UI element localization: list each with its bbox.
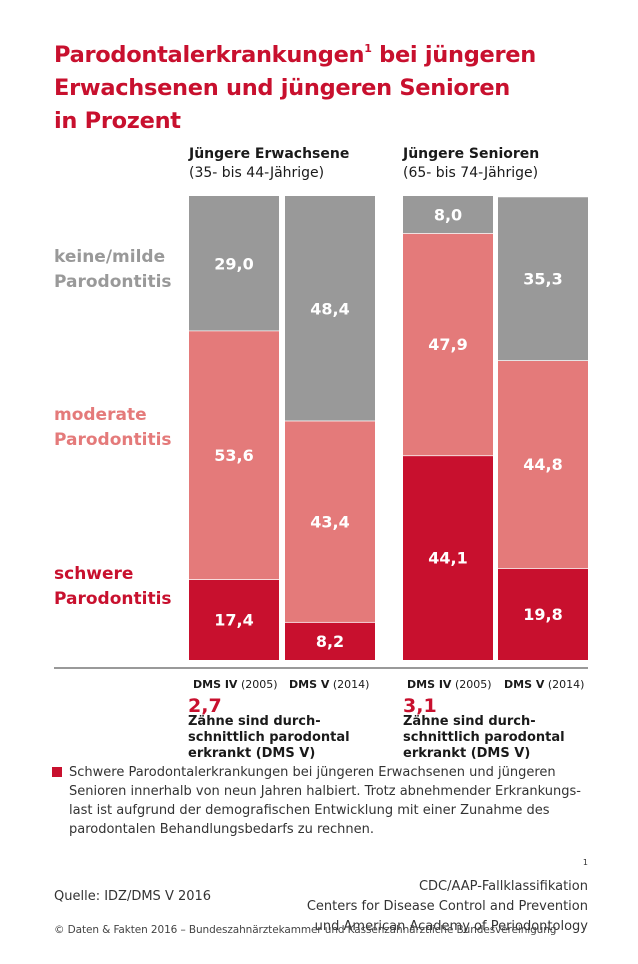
group-name: Jüngere Erwachsene: [189, 146, 350, 162]
data-label-severe-1: 17,4: [214, 611, 253, 630]
source-note: Quelle: IDZ/DMS V 2016: [54, 889, 212, 904]
annotation-younger-adults: 2,7 Zähne sind durch- schnittlich parodo…: [188, 695, 350, 762]
bar-segment-severe-2: [285, 621, 375, 660]
data-label-moderate-2: 43,4: [310, 512, 349, 531]
bar-segment-mild-2: [285, 196, 375, 421]
data-label-moderate-4: 44,8: [523, 455, 562, 474]
group-header-younger-seniors: Jüngere Senioren (65- bis 74-Jährige): [403, 145, 539, 183]
x-label-1: DMS IV (2005): [193, 678, 278, 691]
bar-segment-mild-3: [403, 196, 493, 234]
bar-segment-mild-1: [189, 196, 279, 331]
bar-segment-moderate-2: [285, 420, 375, 622]
title-line-3: in Prozent: [54, 108, 181, 134]
bar-segment-mild-4: [498, 196, 588, 361]
x-label-4: DMS V (2014): [504, 678, 585, 691]
group-subtitle: (35- bis 44-Jährige): [189, 165, 325, 181]
annotation-number: 2,7: [188, 695, 222, 717]
chart-title: Parodontalerkrankungen1 bei jüngeren Erwa…: [54, 32, 614, 138]
title-footnote-mark: 1: [364, 42, 372, 55]
summary-text: Schwere Parodontalerkrankungen bei jünge…: [52, 763, 592, 839]
group-name: Jüngere Senioren: [403, 146, 540, 162]
category-label-moderate: moderate Parodontitis: [54, 405, 172, 450]
group-subtitle: (65- bis 74-Jährige): [403, 165, 539, 181]
copyright: © Daten & Fakten 2016 – Bundeszahnärztek…: [54, 924, 557, 936]
data-label-severe-3: 44,1: [428, 549, 467, 568]
bullet-square-icon: [52, 767, 62, 777]
data-label-moderate-3: 47,9: [428, 335, 467, 354]
x-label-3: DMS IV (2005): [407, 678, 492, 691]
data-label-mild-2: 48,4: [310, 299, 349, 318]
title-line-1: Parodontalerkrankungen1 bei jüngeren: [54, 42, 536, 68]
bar-segment-moderate-4: [498, 360, 588, 569]
bar-segment-moderate-3: [403, 233, 493, 456]
bar-segment-severe-1: [189, 579, 279, 660]
data-label-severe-2: 8,2: [316, 632, 344, 651]
data-label-mild-3: 8,0: [434, 206, 462, 225]
data-label-mild-4: 35,3: [523, 269, 562, 288]
data-label-moderate-1: 53,6: [214, 446, 253, 465]
x-label-2: DMS V (2014): [289, 678, 370, 691]
data-label-severe-4: 19,8: [523, 605, 562, 624]
category-label-mild: keine/milde Parodontitis: [54, 247, 172, 292]
bar-segment-moderate-1: [189, 330, 279, 580]
annotation-younger-seniors: 3,1 Zähne sind durch- schnittlich parodo…: [403, 695, 565, 762]
footnote: 1 CDC/AAP-Fallklassifikation Centers for…: [306, 858, 588, 934]
annotation-number: 3,1: [403, 695, 437, 717]
category-label-severe: schwere Parodontitis: [54, 564, 172, 609]
bar-segment-severe-4: [498, 568, 588, 660]
title-line-2: Erwachsenen und jüngeren Senioren: [54, 75, 510, 101]
bar-segment-severe-3: [403, 455, 493, 660]
group-header-younger-adults: Jüngere Erwachsene (35- bis 44-Jährige): [189, 145, 349, 183]
data-label-mild-1: 29,0: [214, 254, 253, 273]
